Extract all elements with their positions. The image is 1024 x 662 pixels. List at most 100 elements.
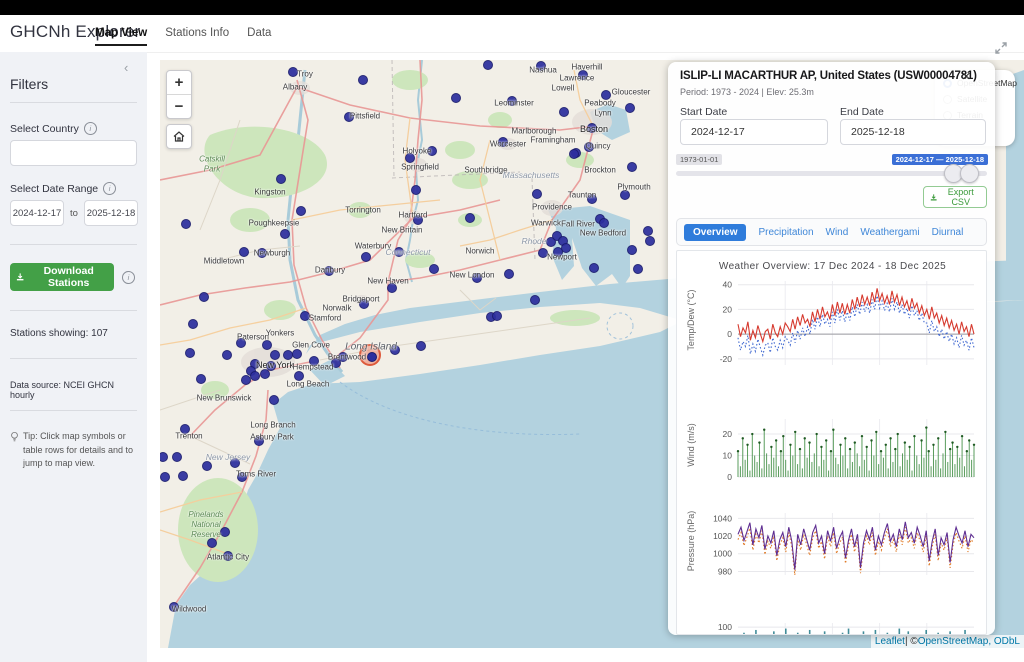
station-marker[interactable] bbox=[188, 319, 198, 329]
station-marker[interactable] bbox=[160, 472, 170, 482]
station-marker[interactable] bbox=[504, 269, 514, 279]
map-label: Middletown bbox=[204, 257, 244, 266]
zoom-out-button[interactable]: − bbox=[167, 95, 191, 118]
tab-stations-info[interactable]: Stations Info bbox=[165, 27, 229, 46]
country-input[interactable] bbox=[10, 140, 137, 166]
station-marker[interactable] bbox=[269, 395, 279, 405]
station-marker[interactable] bbox=[196, 374, 206, 384]
station-marker[interactable] bbox=[643, 226, 653, 236]
panel-tab-diurnal[interactable]: Diurnal bbox=[932, 227, 964, 238]
start-date-input[interactable]: 2024-12-17 bbox=[680, 119, 828, 145]
date-to-input[interactable]: 2025-12-18 bbox=[84, 200, 138, 226]
station-marker[interactable] bbox=[199, 292, 209, 302]
info-icon[interactable]: i bbox=[84, 122, 97, 135]
station-marker[interactable] bbox=[361, 252, 371, 262]
station-marker[interactable] bbox=[451, 93, 461, 103]
info-icon[interactable]: i bbox=[103, 182, 116, 195]
station-marker[interactable] bbox=[429, 264, 439, 274]
svg-text:40: 40 bbox=[723, 280, 733, 290]
export-csv-button[interactable]: Export CSV bbox=[923, 186, 987, 208]
panel-tab-overview[interactable]: Overview bbox=[684, 224, 746, 241]
map-label: Yonkers bbox=[266, 329, 295, 338]
sidebar-collapse-icon[interactable]: ‹ bbox=[124, 60, 128, 75]
station-marker[interactable] bbox=[239, 247, 249, 257]
station-marker[interactable] bbox=[492, 311, 502, 321]
panel-tab-precipitation[interactable]: Precipitation bbox=[758, 227, 813, 238]
map-label: Glen Cove bbox=[292, 341, 330, 350]
map-label: Haverhill bbox=[571, 63, 602, 72]
station-marker[interactable] bbox=[627, 162, 637, 172]
panel-tab-wind[interactable]: Wind bbox=[826, 227, 849, 238]
station-marker[interactable] bbox=[276, 174, 286, 184]
close-icon[interactable]: × bbox=[962, 68, 971, 85]
station-marker[interactable] bbox=[532, 189, 542, 199]
odbl-link[interactable]: , ODbL bbox=[988, 636, 1020, 647]
station-marker[interactable] bbox=[241, 375, 251, 385]
station-marker[interactable] bbox=[569, 149, 579, 159]
tab-data[interactable]: Data bbox=[247, 27, 271, 46]
date-slider-track[interactable] bbox=[676, 171, 987, 176]
tip-text: Tip: Click map symbols or table rows for… bbox=[23, 430, 137, 471]
station-marker[interactable] bbox=[589, 263, 599, 273]
date-from-input[interactable]: 2024-12-17 bbox=[10, 200, 64, 226]
fullscreen-icon[interactable] bbox=[994, 41, 1008, 60]
station-marker[interactable] bbox=[178, 471, 188, 481]
tab-map-view[interactable]: Map View bbox=[95, 27, 147, 46]
station-marker[interactable] bbox=[283, 350, 293, 360]
map-label: Danbury bbox=[315, 266, 345, 275]
map-label: Newburgh bbox=[254, 249, 290, 258]
station-marker[interactable] bbox=[633, 264, 643, 274]
station-marker[interactable] bbox=[416, 341, 426, 351]
station-marker[interactable] bbox=[599, 218, 609, 228]
leaflet-link[interactable]: Leaflet bbox=[875, 636, 905, 647]
station-subtitle: Period: 1973 - 2024 | Elev: 25.3m bbox=[680, 87, 814, 97]
station-marker[interactable] bbox=[625, 103, 635, 113]
svg-text:-20: -20 bbox=[720, 354, 733, 364]
map-label: Springfield bbox=[401, 163, 439, 172]
station-marker[interactable] bbox=[645, 236, 655, 246]
station-marker[interactable] bbox=[202, 461, 212, 471]
station-marker[interactable] bbox=[262, 340, 272, 350]
station-marker[interactable] bbox=[483, 60, 493, 70]
info-icon[interactable]: i bbox=[122, 271, 135, 284]
end-date-label: End Date bbox=[840, 106, 884, 118]
osm-link[interactable]: OpenStreetMap bbox=[918, 636, 989, 647]
map-label: Lawrence bbox=[560, 74, 595, 83]
station-marker[interactable] bbox=[181, 219, 191, 229]
end-date-input[interactable]: 2025-12-18 bbox=[840, 119, 986, 145]
home-button[interactable] bbox=[167, 125, 191, 148]
station-marker[interactable] bbox=[270, 350, 280, 360]
svg-text:980: 980 bbox=[718, 566, 732, 576]
zoom-in-button[interactable]: + bbox=[167, 71, 191, 95]
map-label: Rhode bbox=[521, 236, 546, 246]
station-marker[interactable] bbox=[280, 229, 290, 239]
map-label: Southbridge bbox=[464, 166, 507, 175]
station-marker[interactable] bbox=[296, 206, 306, 216]
station-marker[interactable] bbox=[250, 371, 260, 381]
panel-tab-weathergami[interactable]: Weathergami bbox=[860, 227, 919, 238]
map-label: Nashua bbox=[529, 66, 557, 75]
map-label: Providence bbox=[532, 203, 572, 212]
station-marker[interactable] bbox=[185, 348, 195, 358]
download-icon bbox=[930, 193, 937, 202]
map-label: Taunton bbox=[568, 191, 596, 200]
station-marker[interactable] bbox=[559, 107, 569, 117]
map-label: Warwick bbox=[531, 219, 561, 228]
station-marker[interactable] bbox=[172, 452, 182, 462]
temp-dew-chart: 40200-20 bbox=[682, 277, 982, 369]
attrib-sep: | © bbox=[905, 636, 918, 647]
map-label: Lowell bbox=[552, 84, 575, 93]
station-marker[interactable] bbox=[358, 75, 368, 85]
download-stations-button[interactable]: Download Stations bbox=[10, 263, 114, 291]
station-marker[interactable] bbox=[465, 213, 475, 223]
select-country-label: Select Country i bbox=[10, 122, 137, 135]
station-marker[interactable] bbox=[411, 185, 421, 195]
station-marker[interactable] bbox=[222, 350, 232, 360]
map-label: Hartford bbox=[399, 211, 428, 220]
station-marker[interactable] bbox=[620, 190, 630, 200]
map-label: Framingham bbox=[531, 136, 576, 145]
station-marker[interactable] bbox=[627, 245, 637, 255]
station-marker[interactable] bbox=[530, 295, 540, 305]
station-marker[interactable] bbox=[292, 349, 302, 359]
slider-handle-end[interactable] bbox=[960, 164, 979, 183]
